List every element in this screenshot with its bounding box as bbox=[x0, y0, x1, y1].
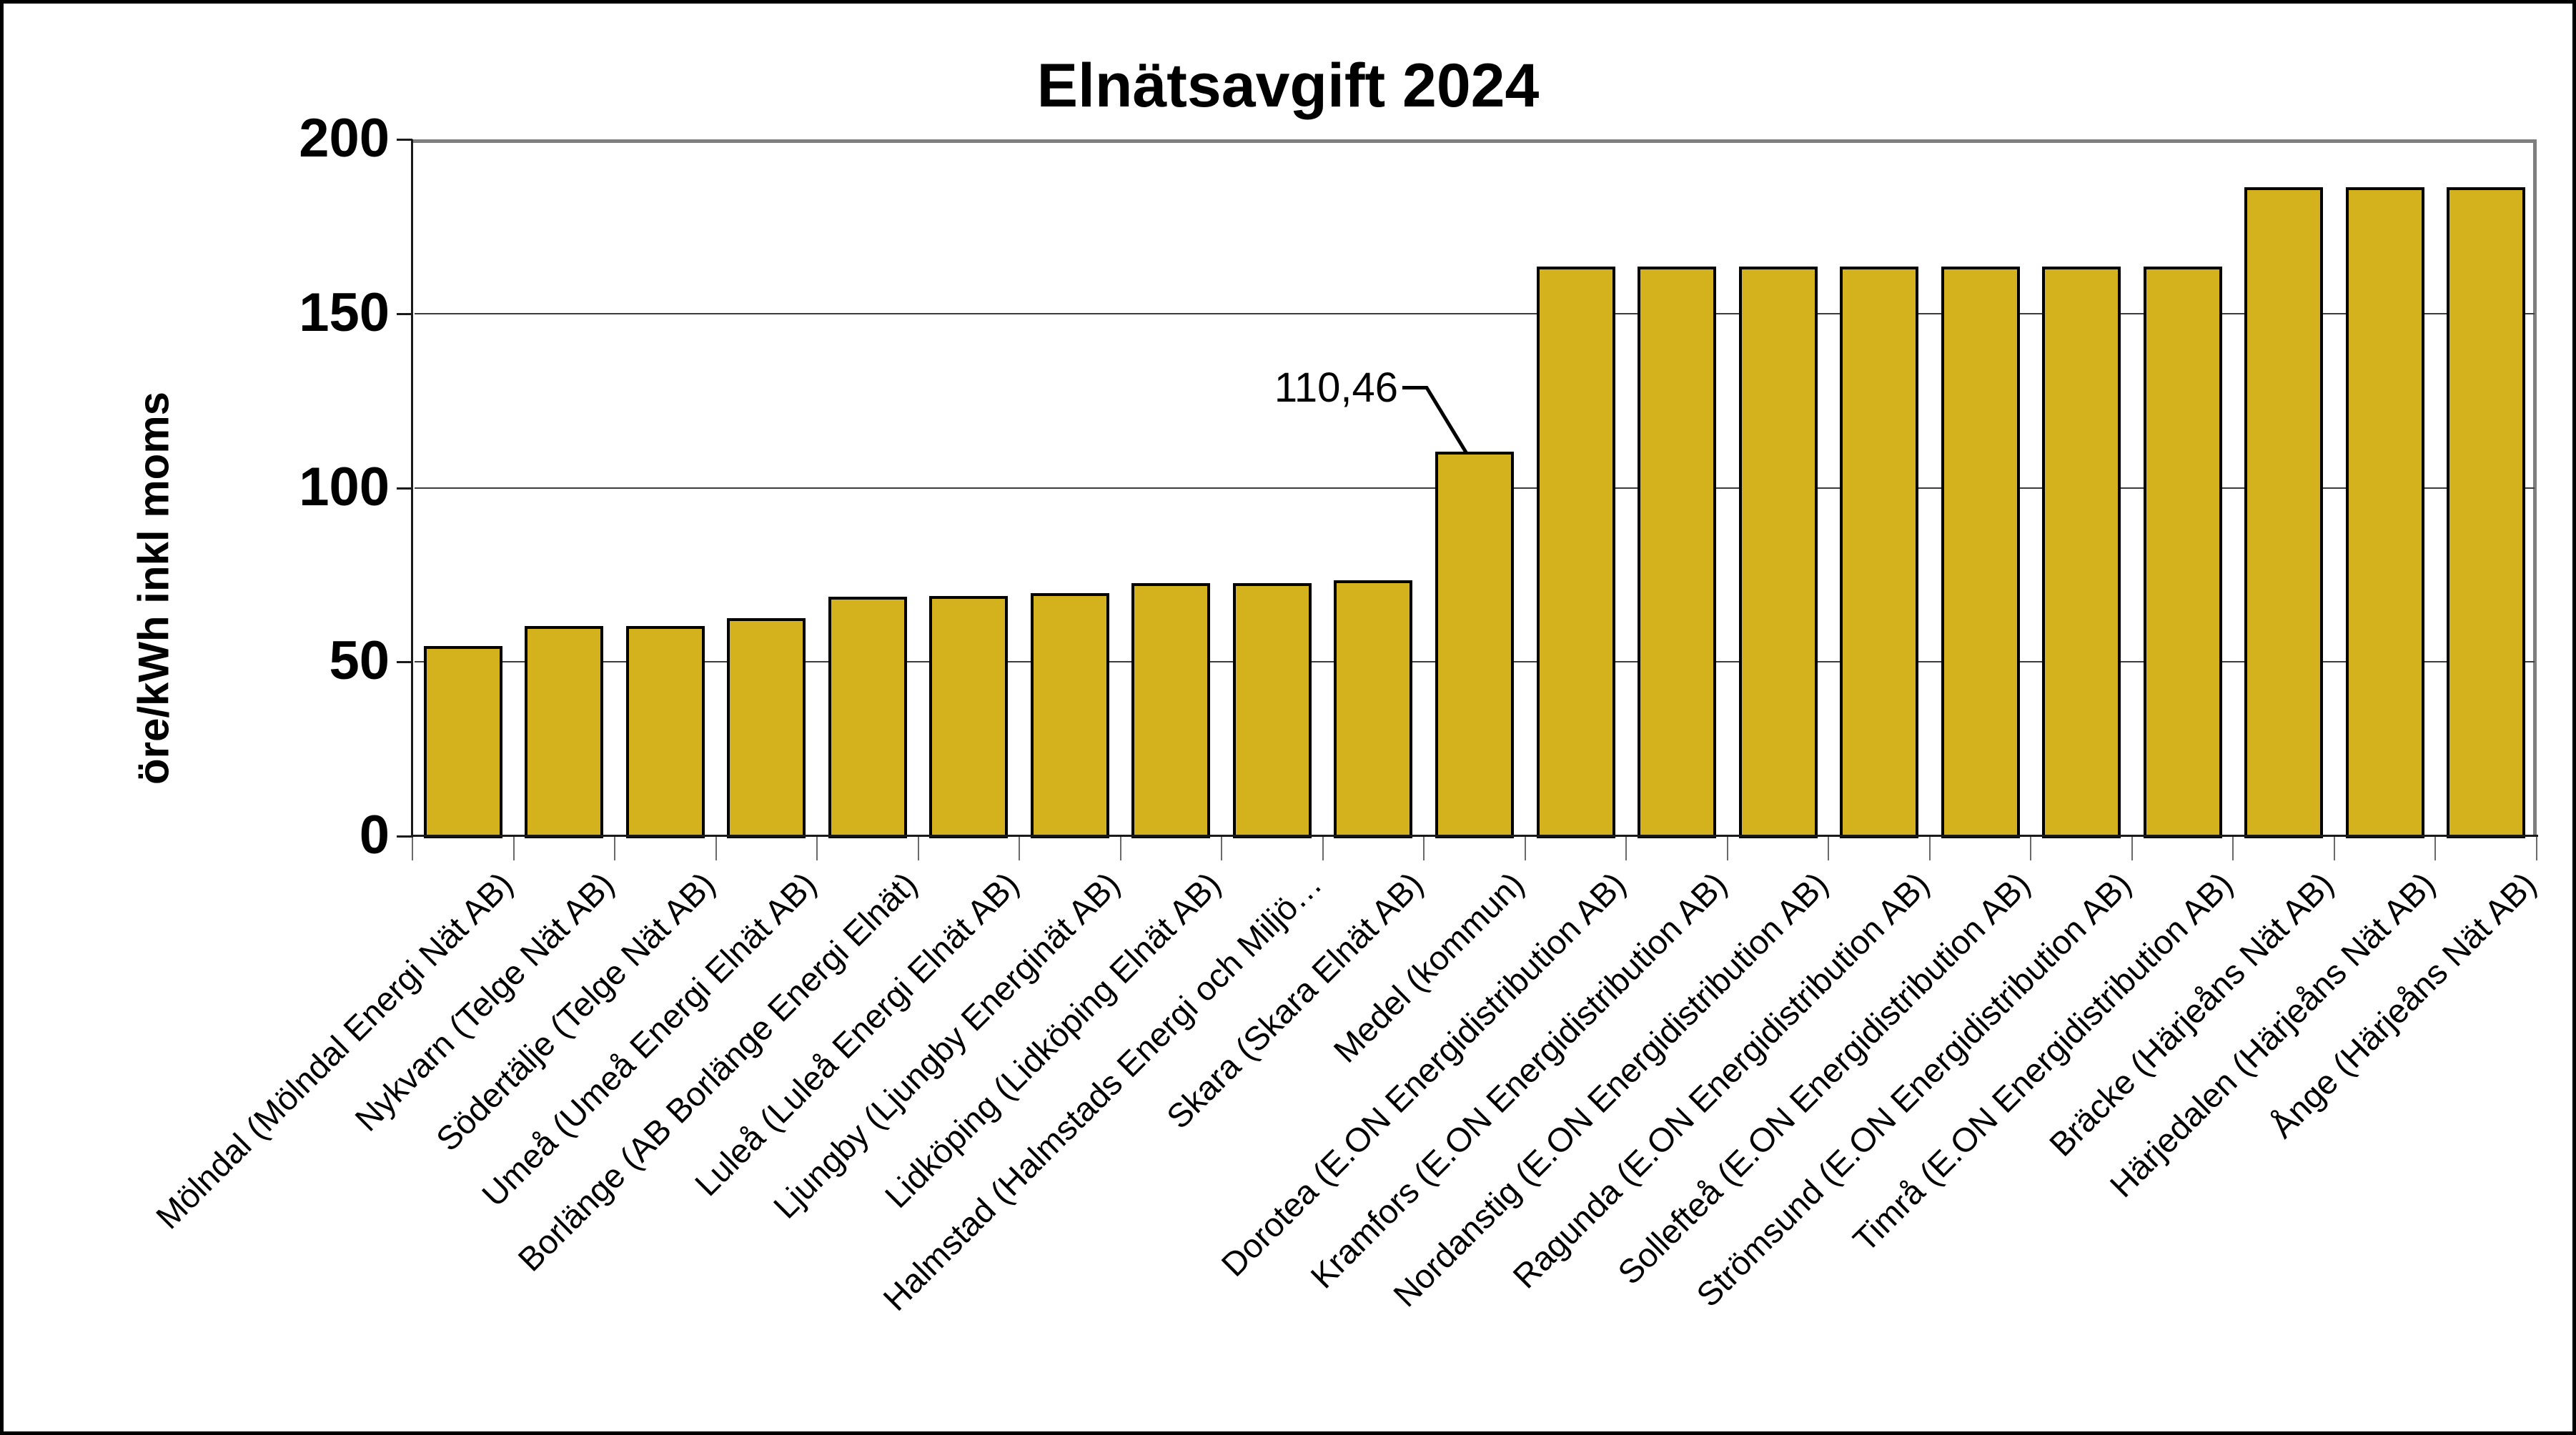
bar-13 bbox=[1638, 267, 1717, 838]
bar-4 bbox=[727, 618, 806, 838]
gridline-150 bbox=[415, 312, 2535, 314]
x-tick bbox=[2131, 836, 2133, 860]
bar-16 bbox=[1941, 267, 2020, 838]
x-tick bbox=[1221, 836, 1223, 860]
x-tick bbox=[917, 836, 919, 860]
x-tick bbox=[2232, 836, 2234, 860]
y-tick-label-100: 100 bbox=[299, 456, 390, 517]
bar-2 bbox=[525, 625, 604, 838]
annotation-label: 110,46 bbox=[1274, 364, 1398, 411]
bar-12 bbox=[1536, 267, 1615, 838]
x-tick bbox=[1928, 836, 1931, 860]
y-tick-150 bbox=[397, 312, 412, 315]
x-tick bbox=[1119, 836, 1121, 860]
x-category-label: Mölndal (Mölndal Energi Nät AB) bbox=[148, 865, 520, 1236]
bar-18 bbox=[2143, 267, 2222, 838]
bar-14 bbox=[1738, 267, 1818, 838]
x-tick bbox=[512, 836, 515, 860]
bar-19 bbox=[2244, 187, 2324, 838]
x-tick bbox=[1828, 836, 1830, 860]
bar-5 bbox=[828, 596, 907, 838]
x-tick bbox=[2434, 836, 2437, 860]
x-tick bbox=[1524, 836, 1526, 860]
bar-15 bbox=[1840, 267, 1919, 838]
bar-8 bbox=[1131, 583, 1211, 838]
y-tick-100 bbox=[397, 487, 412, 490]
y-tick-label-150: 150 bbox=[299, 282, 390, 343]
x-tick bbox=[1019, 836, 1021, 860]
x-tick bbox=[816, 836, 818, 860]
bar-1 bbox=[423, 646, 502, 838]
bar-6 bbox=[929, 596, 1009, 838]
bar-7 bbox=[1030, 593, 1109, 838]
x-tick bbox=[412, 836, 413, 860]
x-tick bbox=[1625, 836, 1628, 860]
bar-17 bbox=[2042, 267, 2121, 838]
x-axis-line bbox=[411, 835, 2538, 837]
x-tick bbox=[614, 836, 616, 860]
bar-3 bbox=[625, 625, 705, 838]
bar-21 bbox=[2447, 187, 2526, 838]
x-tick bbox=[1322, 836, 1324, 860]
bar-20 bbox=[2345, 187, 2424, 838]
y-tick-label-200: 200 bbox=[299, 108, 390, 169]
bar-10 bbox=[1334, 580, 1413, 838]
y-tick-200 bbox=[397, 139, 412, 141]
y-axis-title: öre/kWh inkl moms bbox=[129, 391, 178, 785]
y-tick-label-0: 0 bbox=[359, 805, 390, 865]
chart-title: Elnätsavgift 2024 bbox=[1036, 51, 1540, 120]
bar-11 bbox=[1435, 451, 1514, 838]
y-tick-0 bbox=[397, 835, 412, 838]
bar-9 bbox=[1232, 583, 1312, 838]
x-tick bbox=[715, 836, 717, 860]
y-tick-50 bbox=[397, 661, 412, 664]
x-tick bbox=[1423, 836, 1425, 860]
x-category-label: Medel (kommun) bbox=[1326, 865, 1532, 1070]
x-tick bbox=[2030, 836, 2032, 860]
x-tick bbox=[1726, 836, 1728, 860]
plot-frame bbox=[412, 139, 2537, 836]
y-tick-label-50: 50 bbox=[329, 630, 390, 692]
x-tick bbox=[2536, 836, 2537, 860]
x-tick bbox=[2333, 836, 2335, 860]
